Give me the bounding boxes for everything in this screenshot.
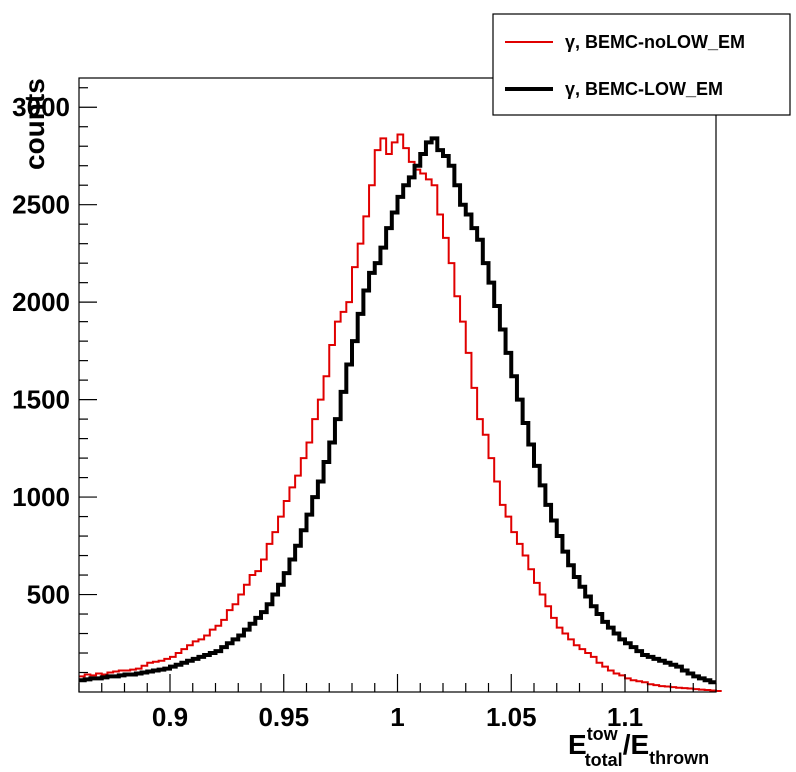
series-line-1 [79,136,716,685]
x-tick-label: 0.9 [152,702,188,732]
legend-label-low: γ, BEMC-LOW_EM [565,79,723,99]
y-tick-label: 2500 [12,190,70,220]
y-tick-label: 1500 [12,385,70,415]
x-label-e2: E [630,729,649,760]
x-tick-label: 1.1 [607,702,643,732]
x-label-sub1: total [585,750,623,770]
x-label-slash: / [623,729,631,760]
y-tick-label: 1000 [12,482,70,512]
y-tick-label: 3000 [12,92,70,122]
x-tick-label: 1 [390,702,404,732]
legend-box [492,13,791,116]
legend-label-nolow: γ, BEMC-noLOW_EM [565,32,745,52]
x-label-e1: E [568,729,587,760]
y-axis-label: counts [19,78,50,170]
x-label-sub2: thrown [649,748,709,768]
x-axis-label: Etow total/Ethrown [568,724,709,770]
x-axis: 0.9 0.95 1 1.05 1.1 [78,674,717,732]
x-label-sup1: tow [587,724,619,744]
y-tick-label: 500 [27,580,70,610]
series-layer [79,133,722,693]
x-tick-label: 0.95 [258,702,309,732]
y-axis: 500 1000 1500 2000 2500 3000 [12,87,97,674]
y-tick-label: 2000 [12,287,70,317]
series-line-0 [79,133,722,693]
x-tick-label: 1.05 [486,702,537,732]
legend: γ, BEMC-noLOW_EM γ, BEMC-LOW_EM [492,13,791,116]
